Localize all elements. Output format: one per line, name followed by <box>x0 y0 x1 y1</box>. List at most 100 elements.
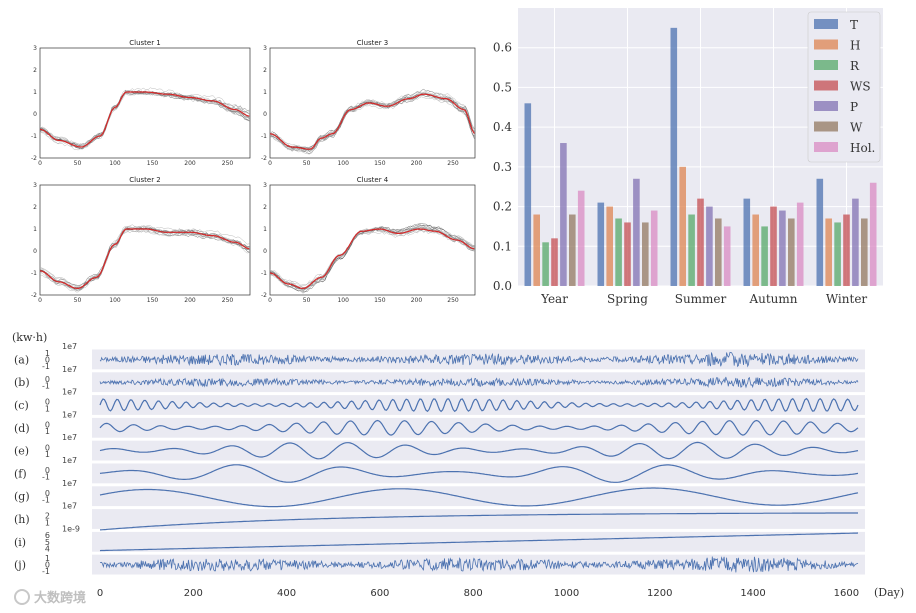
bar-ws <box>551 238 558 286</box>
cluster-panels: Cluster 10 50 100 150 200 250-2-10123Cluster … <box>31 39 476 304</box>
row-label: (i) <box>14 536 26 549</box>
decomp-row-bg <box>92 349 865 370</box>
cluster-x-tick: 50 <box>303 160 311 167</box>
cluster-plot: Cluster 2 0 50 100 150 200 250 -2 -1 0 1 2 3 <box>31 176 251 304</box>
decomp-series-line <box>99 419 859 436</box>
cluster-x-tick: 200 <box>184 160 196 167</box>
row-y-tick: -1 <box>42 473 50 482</box>
row-y-tick: 0 <box>45 398 50 407</box>
decomp-x-tick: 0 <box>97 588 103 599</box>
row-scale: 1e7 <box>62 365 77 374</box>
decomp-x-tick: 600 <box>370 588 389 599</box>
row-y-tick: 0 <box>45 421 50 430</box>
cluster-x-tick: 250 <box>447 297 459 304</box>
bar-w <box>788 218 795 286</box>
legend-label: W <box>850 121 863 135</box>
cluster-y-tick: -1 <box>31 133 37 140</box>
bar-x-tick: Spring <box>607 292 648 306</box>
legend-label: H <box>850 39 860 53</box>
cluster-y-tick: 3 <box>263 45 267 52</box>
cluster-y-tick: -2 <box>261 155 267 162</box>
legend-label: WS <box>850 80 871 94</box>
cluster-member-curve <box>269 225 475 292</box>
row-y-tick: 1 <box>45 349 50 358</box>
bar-ws <box>697 198 704 286</box>
row-label: (d) <box>14 422 30 435</box>
cluster-y-tick: 0 <box>263 248 267 255</box>
bar-r <box>542 242 549 286</box>
cluster-member-curve <box>269 91 475 152</box>
bar-h <box>606 206 613 286</box>
decomp-series-line <box>99 512 858 531</box>
decomp-series-line <box>99 376 859 389</box>
row-y-tick: 0 <box>45 355 50 364</box>
decomp-series-line <box>99 487 859 508</box>
cluster-x-tick: 250 <box>447 160 459 167</box>
cluster-x-tick: 0 <box>268 160 272 167</box>
bar-y-tick: 0.0 <box>493 279 512 293</box>
bar-y-tick: 0.4 <box>493 120 512 134</box>
decomp-series-line <box>99 351 859 368</box>
cluster-x-tick: 50 <box>74 297 82 304</box>
row-y-tick: 1 <box>45 518 50 527</box>
cluster-x-tick: 150 <box>147 297 159 304</box>
decomp-row: (c) 1e7 01 <box>14 388 865 415</box>
watermark-logo-icon <box>14 589 30 605</box>
cluster-x-tick: 150 <box>374 160 386 167</box>
cluster-y-tick: 1 <box>33 226 37 233</box>
cluster-x-tick: 0 <box>38 297 42 304</box>
bar-x-tick: Winter <box>826 292 868 306</box>
cluster-x-tick: 50 <box>74 160 82 167</box>
cluster-x-tick: 100 <box>109 297 121 304</box>
decomp-row: (a) 1e7 10-1 <box>14 342 865 371</box>
cluster-plot: Cluster 1 0 50 100 150 200 250 -2 -1 0 1 2 3 <box>31 39 251 167</box>
row-label: (f) <box>14 467 27 480</box>
cluster-y-tick: -2 <box>31 155 37 162</box>
row-y-tick: 6 <box>45 531 50 540</box>
cluster-x-tick: 150 <box>147 160 159 167</box>
decomp-row: (d) 1e7 01 <box>14 410 865 438</box>
cluster-member-curve <box>39 89 250 150</box>
cluster-x-tick: 200 <box>411 160 423 167</box>
row-scale: 1e-9 <box>62 524 80 533</box>
row-scale: 1e7 <box>62 410 77 419</box>
legend-swatch <box>814 142 838 152</box>
cluster-title: Cluster 2 <box>129 176 161 184</box>
bar-x-tick: Year <box>540 292 568 306</box>
cluster-y-tick: -1 <box>261 133 267 140</box>
cluster-y-tick: 1 <box>33 89 37 96</box>
cluster-y-tick: 3 <box>263 182 267 189</box>
bar-w <box>861 218 868 286</box>
decomp-series-line <box>99 464 859 483</box>
correlation-bar-chart: 0.0 0.1 0.2 0.3 0.4 0.5 0.6 Year Spring Summer Aut… <box>493 8 883 306</box>
cluster-plot: Cluster 3 0 50 100 150 200 250 -2 -1 0 1 2 3 <box>261 39 476 167</box>
bar-w <box>715 218 722 286</box>
cluster-x-tick: 200 <box>411 297 423 304</box>
bar-x-tick: Autumn <box>748 292 797 306</box>
legend-label: P <box>850 100 858 114</box>
row-y-tick: 0 <box>45 375 50 384</box>
bar-y-tick: 0.6 <box>493 41 512 55</box>
bar-t <box>816 178 824 286</box>
bar-hol <box>869 182 877 286</box>
bar-r <box>615 218 622 286</box>
bar-y-tick: 0.2 <box>493 200 512 214</box>
legend-swatch <box>814 101 838 111</box>
legend-label: R <box>850 59 860 73</box>
cluster-member-curve <box>269 93 475 149</box>
row-label: (b) <box>14 376 30 389</box>
decomp-row: (e) 1e7 01 <box>14 433 865 461</box>
bar-y-tick: 0.5 <box>493 80 512 94</box>
cluster-y-tick: -1 <box>31 270 37 277</box>
bar-ws <box>770 206 777 286</box>
row-y-tick: 2 <box>45 512 50 521</box>
cluster-y-tick: 1 <box>263 226 267 233</box>
legend-swatch <box>814 39 838 50</box>
row-y-tick: 1 <box>45 427 50 436</box>
row-label: (c) <box>14 399 29 412</box>
decomp-x-tick: 1600 <box>834 588 859 599</box>
cluster-title: Cluster 3 <box>357 39 389 47</box>
cluster-x-tick: 100 <box>337 160 349 167</box>
decomp-series-line <box>99 397 859 413</box>
